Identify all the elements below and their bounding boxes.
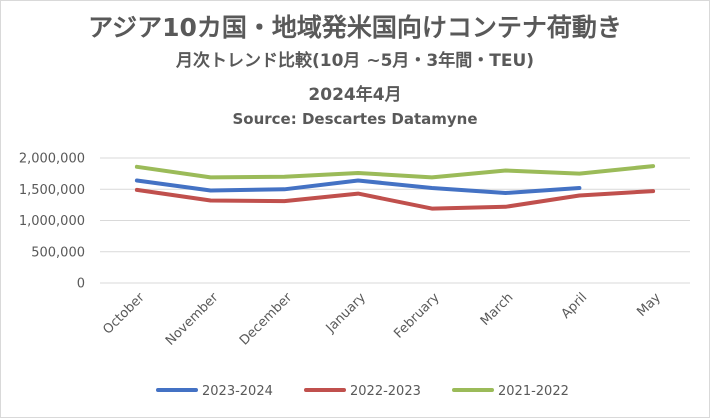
chart-subtitle: 月次トレンド比較(10月 ~5月・3年間・TEU) [175, 51, 535, 71]
chart-subtitle-date: 2024年4月 [308, 85, 402, 105]
chart-title: アジア10カ国・地域発米国向けコンテナ荷動き [88, 13, 622, 42]
x-tick-label: January [323, 290, 369, 336]
x-tick-label: April [559, 290, 591, 322]
y-tick-label: 0 [77, 277, 85, 292]
legend-label: 2022-2023 [350, 384, 421, 399]
y-tick-label: 2,000,000 [19, 152, 85, 167]
x-tick-label: March [478, 290, 517, 329]
series-line-2023-2024 [134, 178, 582, 195]
x-tick-label: December [237, 290, 296, 349]
series-line-2021-2022 [134, 164, 656, 180]
y-tick-label: 1,000,000 [19, 214, 85, 229]
legend-label: 2021-2022 [498, 384, 569, 399]
y-tick-label: 1,500,000 [19, 183, 85, 198]
x-tick-label: October [100, 290, 148, 338]
series-line-2022-2023 [134, 187, 656, 211]
legend-label: 2023-2024 [202, 384, 273, 399]
chart-source: Source: Descartes Datamyne [232, 110, 478, 128]
y-tick-label: 500,000 [31, 245, 85, 260]
x-tick-label: May [634, 290, 664, 320]
x-tick-label: November [163, 290, 222, 349]
x-tick-label: February [391, 290, 443, 342]
